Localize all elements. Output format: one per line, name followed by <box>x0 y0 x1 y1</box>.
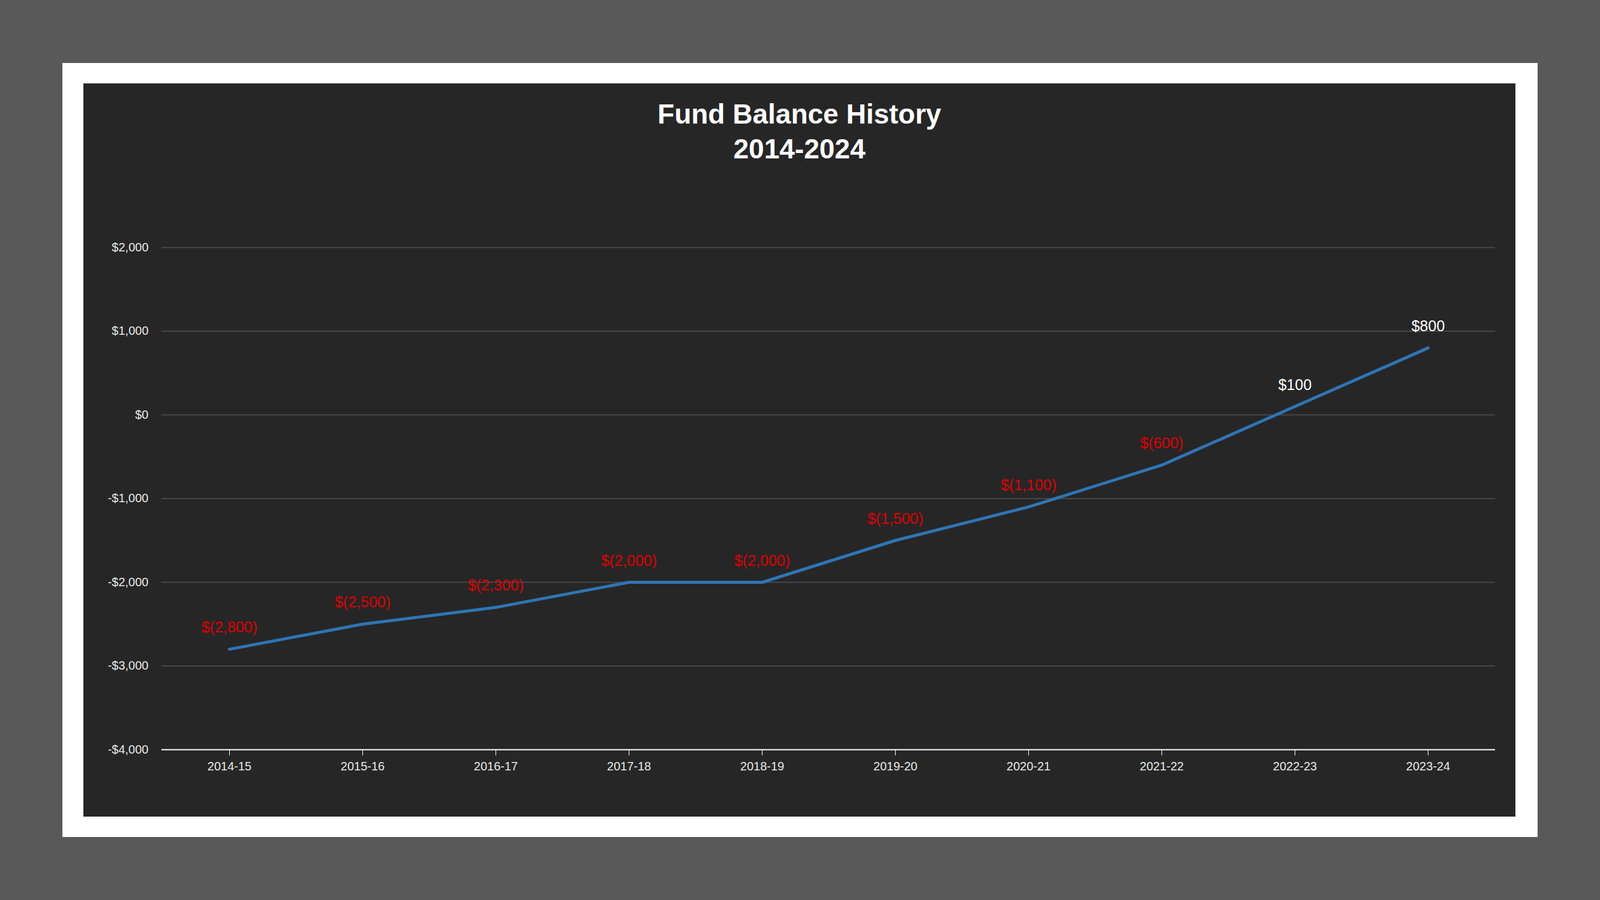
svg-text:2017-18: 2017-18 <box>607 759 651 773</box>
svg-text:-$3,000: -$3,000 <box>107 658 149 672</box>
svg-text:$100: $100 <box>1278 376 1313 393</box>
svg-text:2015-16: 2015-16 <box>340 759 385 773</box>
svg-text:2021-22: 2021-22 <box>1139 759 1184 773</box>
svg-text:$2,000: $2,000 <box>111 240 149 254</box>
svg-text:2023-24: 2023-24 <box>1406 759 1451 773</box>
html-text:2014-2024: 2014-2024 <box>733 133 866 165</box>
svg-text:$(2,000): $(2,000) <box>734 551 791 569</box>
svg-text:$800: $800 <box>1411 317 1446 335</box>
svg-text:2019-20: 2019-20 <box>873 759 918 773</box>
svg-text:-$1,000: -$1,000 <box>107 491 149 505</box>
svg-text:$(1,500): $(1,500) <box>867 509 924 527</box>
svg-text:$(2,800): $(2,800) <box>201 618 258 636</box>
svg-text:$(600): $(600) <box>1139 434 1184 452</box>
svg-text:$(2,500): $(2,500) <box>334 593 391 611</box>
svg-text:-$4,000: -$4,000 <box>107 742 149 756</box>
svg-text:2016-17: 2016-17 <box>473 759 518 773</box>
svg-text:$1,000: $1,000 <box>111 323 149 338</box>
svg-text:-$2,000: -$2,000 <box>107 575 149 589</box>
svg-text:$(2,000): $(2,000) <box>601 551 657 569</box>
html-text:Fund Balance History: Fund Balance History <box>657 98 942 130</box>
svg-text:$(1,100): $(1,100) <box>1000 476 1057 494</box>
svg-text:2020-21: 2020-21 <box>1006 759 1051 773</box>
svg-text:$0: $0 <box>134 407 149 422</box>
svg-text:$(2,300): $(2,300) <box>467 576 524 594</box>
svg-text:2014-15: 2014-15 <box>207 759 252 773</box>
svg-text:2018-19: 2018-19 <box>740 759 785 773</box>
svg-text:2022-23: 2022-23 <box>1273 759 1317 773</box>
